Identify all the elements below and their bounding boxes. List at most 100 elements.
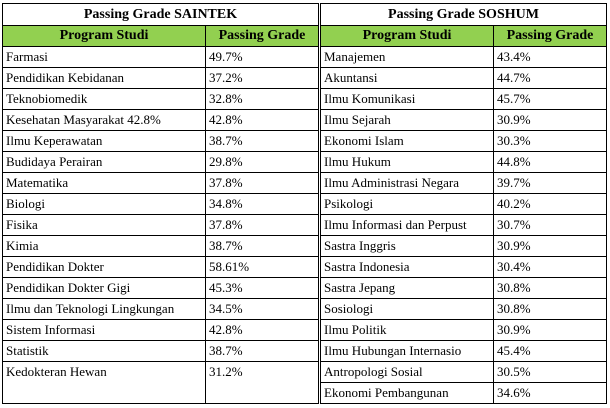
- program-name: Sastra Inggris: [320, 235, 494, 257]
- table-row: Ekonomi Islam 30.3%: [320, 130, 607, 152]
- table-row: Teknobiomedik 32.8%: [2, 88, 319, 110]
- passing-grade: 42.8%: [205, 319, 319, 341]
- column-header: Program Studi: [2, 25, 206, 47]
- soshum-table: Passing Grade SOSHUM Program Studi Passing…: [320, 3, 607, 404]
- saintek-table: Passing Grade SAINTEK Program Studi Passin…: [2, 3, 319, 404]
- passing-grade: 38.7%: [205, 235, 319, 257]
- program-name: Ilmu Hukum: [320, 151, 494, 173]
- program-name: Budidaya Perairan: [2, 151, 206, 173]
- program-name: Sastra Indonesia: [320, 256, 494, 278]
- program-name: Ekonomi Islam: [320, 130, 494, 152]
- table-row: Ilmu Hubungan Internasio 45.4%: [320, 340, 607, 362]
- program-name: Ilmu Hubungan Internasio: [320, 340, 494, 362]
- table-row: Pendidikan Dokter Gigi 45.3%: [2, 277, 319, 299]
- title-row: Passing Grade SAINTEK: [2, 3, 319, 26]
- table-title: Passing Grade SAINTEK: [2, 3, 319, 26]
- table-row: Sastra Jepang 30.8%: [320, 277, 607, 299]
- passing-grade: 38.7%: [205, 130, 319, 152]
- passing-grade: 42.8%: [205, 109, 319, 131]
- program-name: Pendidikan Dokter: [2, 256, 206, 278]
- program-name: Teknobiomedik: [2, 88, 206, 110]
- passing-grade: 40.2%: [493, 193, 607, 215]
- program-name: Pendidikan Dokter Gigi: [2, 277, 206, 299]
- passing-grade: 43.4%: [493, 46, 607, 68]
- program-name: Pendidikan Kebidanan: [2, 67, 206, 89]
- program-name: Fisika: [2, 214, 206, 236]
- passing-grade: 39.7%: [493, 172, 607, 194]
- program-name: Sosiologi: [320, 298, 494, 320]
- program-name: Ilmu Sejarah: [320, 109, 494, 131]
- passing-grade: 32.8%: [205, 88, 319, 110]
- table-row: Kimia 38.7%: [2, 235, 319, 257]
- program-name: Ilmu Politik: [320, 319, 494, 341]
- program-name: Statistik: [2, 340, 206, 362]
- column-header: Program Studi: [320, 25, 494, 47]
- passing-grade: 58.61%: [205, 256, 319, 278]
- header-row: Program Studi Passing Grade: [2, 25, 319, 47]
- passing-grade: 37.8%: [205, 172, 319, 194]
- program-name: Matematika: [2, 172, 206, 194]
- program-name: Kesehatan Masyarakat 42.8%: [2, 109, 206, 131]
- table-row: Psikologi 40.2%: [320, 193, 607, 215]
- program-name: Ilmu Administrasi Negara: [320, 172, 494, 194]
- program-name: Sistem Informasi: [2, 319, 206, 341]
- table-row: Sistem Informasi 42.8%: [2, 319, 319, 341]
- passing-grade: 30.9%: [493, 235, 607, 257]
- table-title: Passing Grade SOSHUM: [320, 3, 607, 26]
- passing-grade: 34.6%: [493, 382, 607, 404]
- passing-grade: 44.7%: [493, 67, 607, 89]
- table-row: Statistik 38.7%: [2, 340, 319, 362]
- table-row: Ilmu dan Teknologi Lingkungan 34.5%: [2, 298, 319, 320]
- table-row: Budidaya Perairan 29.8%: [2, 151, 319, 173]
- table-row: Ilmu Komunikasi 45.7%: [320, 88, 607, 110]
- passing-grade: 30.5%: [493, 361, 607, 383]
- passing-grade: 37.8%: [205, 214, 319, 236]
- program-name: Akuntansi: [320, 67, 494, 89]
- program-name: Biologi: [2, 193, 206, 215]
- table-row: Farmasi 49.7%: [2, 46, 319, 68]
- table-row: Pendidikan Dokter 58.61%: [2, 256, 319, 278]
- passing-grade: 34.5%: [205, 298, 319, 320]
- header-row: Program Studi Passing Grade: [320, 25, 607, 47]
- passing-grade: 30.8%: [493, 298, 607, 320]
- table-row: Ilmu Administrasi Negara 39.7%: [320, 172, 607, 194]
- table-row: Sastra Inggris 30.9%: [320, 235, 607, 257]
- program-name: Ilmu Komunikasi: [320, 88, 494, 110]
- table-row: Manajemen 43.4%: [320, 46, 607, 68]
- table-row: Kesehatan Masyarakat 42.8% 42.8%: [2, 109, 319, 131]
- passing-grade: 30.7%: [493, 214, 607, 236]
- passing-grade: 30.9%: [493, 109, 607, 131]
- program-name: Kedokteran Hewan: [2, 361, 206, 404]
- program-name: Manajemen: [320, 46, 494, 68]
- passing-grade: 38.7%: [205, 340, 319, 362]
- program-name: Kimia: [2, 235, 206, 257]
- program-name: Antropologi Sosial: [320, 361, 494, 383]
- passing-grade: 30.9%: [493, 319, 607, 341]
- table-row: Fisika 37.8%: [2, 214, 319, 236]
- table-row: Kedokteran Hewan 31.2%: [2, 361, 319, 404]
- passing-grade: 45.7%: [493, 88, 607, 110]
- passing-grade: 31.2%: [205, 361, 319, 404]
- passing-grade: 30.3%: [493, 130, 607, 152]
- table-row: Sosiologi 30.8%: [320, 298, 607, 320]
- table-row: Biologi 34.8%: [2, 193, 319, 215]
- program-name: Farmasi: [2, 46, 206, 68]
- passing-grade: 37.2%: [205, 67, 319, 89]
- table-row: Matematika 37.8%: [2, 172, 319, 194]
- table-row: Ilmu Politik 30.9%: [320, 319, 607, 341]
- title-row: Passing Grade SOSHUM: [320, 3, 607, 26]
- table-row: Antropologi Sosial 30.5%: [320, 361, 607, 383]
- program-name: Ilmu Informasi dan Perpust: [320, 214, 494, 236]
- table-row: Ekonomi Pembangunan 34.6%: [320, 382, 607, 404]
- program-name: Ilmu dan Teknologi Lingkungan: [2, 298, 206, 320]
- table-row: Sastra Indonesia 30.4%: [320, 256, 607, 278]
- passing-grade: 45.4%: [493, 340, 607, 362]
- passing-grade: 30.4%: [493, 256, 607, 278]
- column-header: Passing Grade: [205, 25, 319, 47]
- passing-grade: 49.7%: [205, 46, 319, 68]
- program-name: Ilmu Keperawatan: [2, 130, 206, 152]
- table-row: Pendidikan Kebidanan 37.2%: [2, 67, 319, 89]
- passing-grade: 29.8%: [205, 151, 319, 173]
- table-row: Ilmu Informasi dan Perpust 30.7%: [320, 214, 607, 236]
